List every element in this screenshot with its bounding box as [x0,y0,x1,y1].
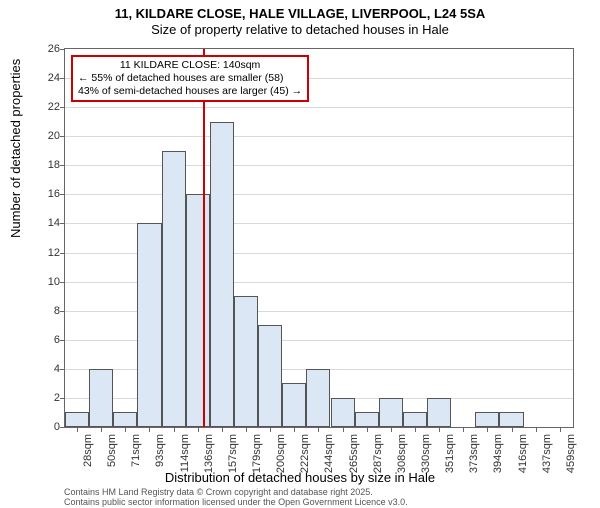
chart-container: 11, KILDARE CLOSE, HALE VILLAGE, LIVERPO… [0,0,600,500]
x-tick-mark [367,428,368,432]
annotation-line3: 43% of semi-detached houses are larger (… [78,85,302,98]
x-tick-mark [343,428,344,432]
y-tick-label: 26 [30,43,60,55]
x-tick-label: 394sqm [492,434,504,494]
x-tick-mark [149,428,150,432]
annotation-line1: 11 KILDARE CLOSE: 140sqm [78,59,302,72]
x-tick-label: 222sqm [299,434,311,494]
x-tick-label: 28sqm [82,434,94,494]
x-tick-mark [294,428,295,432]
footer-attribution: Contains HM Land Registry data © Crown c… [64,488,408,508]
x-tick-label: 93sqm [154,434,166,494]
y-tick-mark [60,165,64,166]
x-axis-label: Distribution of detached houses by size … [0,470,600,485]
x-tick-label: 157sqm [227,434,239,494]
annotation-box: 11 KILDARE CLOSE: 140sqm← 55% of detache… [71,55,309,102]
y-tick-mark [60,340,64,341]
x-tick-label: 265sqm [348,434,360,494]
x-tick-mark [270,428,271,432]
y-tick-label: 22 [30,101,60,113]
x-tick-mark [512,428,513,432]
y-tick-label: 14 [30,217,60,229]
x-tick-label: 459sqm [565,434,577,494]
y-tick-label: 12 [30,247,60,259]
x-tick-label: 308sqm [396,434,408,494]
x-tick-label: 373sqm [468,434,480,494]
x-tick-label: 200sqm [275,434,287,494]
annotation-line2: ← 55% of detached houses are smaller (58… [78,72,302,85]
y-tick-mark [60,253,64,254]
plot-area: 11 KILDARE CLOSE: 140sqm← 55% of detache… [64,48,574,428]
y-tick-mark [60,49,64,50]
x-tick-mark [463,428,464,432]
y-axis-label: Number of detached properties [8,59,23,238]
x-tick-label: 287sqm [372,434,384,494]
y-tick-mark [60,107,64,108]
x-tick-label: 50sqm [106,434,118,494]
x-tick-mark [77,428,78,432]
y-tick-mark [60,136,64,137]
y-tick-mark [60,427,64,428]
y-tick-mark [60,398,64,399]
x-tick-mark [198,428,199,432]
chart-title-line2: Size of property relative to detached ho… [0,22,600,37]
chart-title-line1: 11, KILDARE CLOSE, HALE VILLAGE, LIVERPO… [0,6,600,21]
x-tick-mark [125,428,126,432]
y-tick-label: 2 [30,392,60,404]
footer-line2: Contains public sector information licen… [64,498,408,508]
x-tick-label: 71sqm [130,434,142,494]
y-tick-mark [60,78,64,79]
x-tick-mark [487,428,488,432]
y-tick-label: 16 [30,188,60,200]
y-tick-mark [60,311,64,312]
y-tick-mark [60,223,64,224]
y-tick-label: 0 [30,421,60,433]
y-tick-label: 10 [30,276,60,288]
y-tick-mark [60,282,64,283]
x-tick-mark [391,428,392,432]
x-tick-label: 179sqm [251,434,263,494]
x-tick-label: 416sqm [517,434,529,494]
y-tick-label: 20 [30,130,60,142]
y-tick-label: 8 [30,305,60,317]
y-tick-mark [60,369,64,370]
reference-layer: 11 KILDARE CLOSE: 140sqm← 55% of detache… [65,49,573,427]
y-tick-label: 18 [30,159,60,171]
x-tick-mark [439,428,440,432]
x-tick-mark [246,428,247,432]
x-tick-mark [536,428,537,432]
x-tick-mark [560,428,561,432]
x-tick-label: 136sqm [203,434,215,494]
x-tick-mark [222,428,223,432]
x-tick-label: 351sqm [444,434,456,494]
x-tick-label: 244sqm [323,434,335,494]
x-tick-mark [415,428,416,432]
x-tick-mark [318,428,319,432]
x-tick-label: 330sqm [420,434,432,494]
x-tick-mark [174,428,175,432]
y-tick-mark [60,194,64,195]
x-tick-label: 437sqm [541,434,553,494]
y-tick-label: 6 [30,334,60,346]
y-tick-label: 24 [30,72,60,84]
y-tick-label: 4 [30,363,60,375]
reference-line [203,49,205,427]
x-tick-mark [101,428,102,432]
x-tick-label: 114sqm [179,434,191,494]
